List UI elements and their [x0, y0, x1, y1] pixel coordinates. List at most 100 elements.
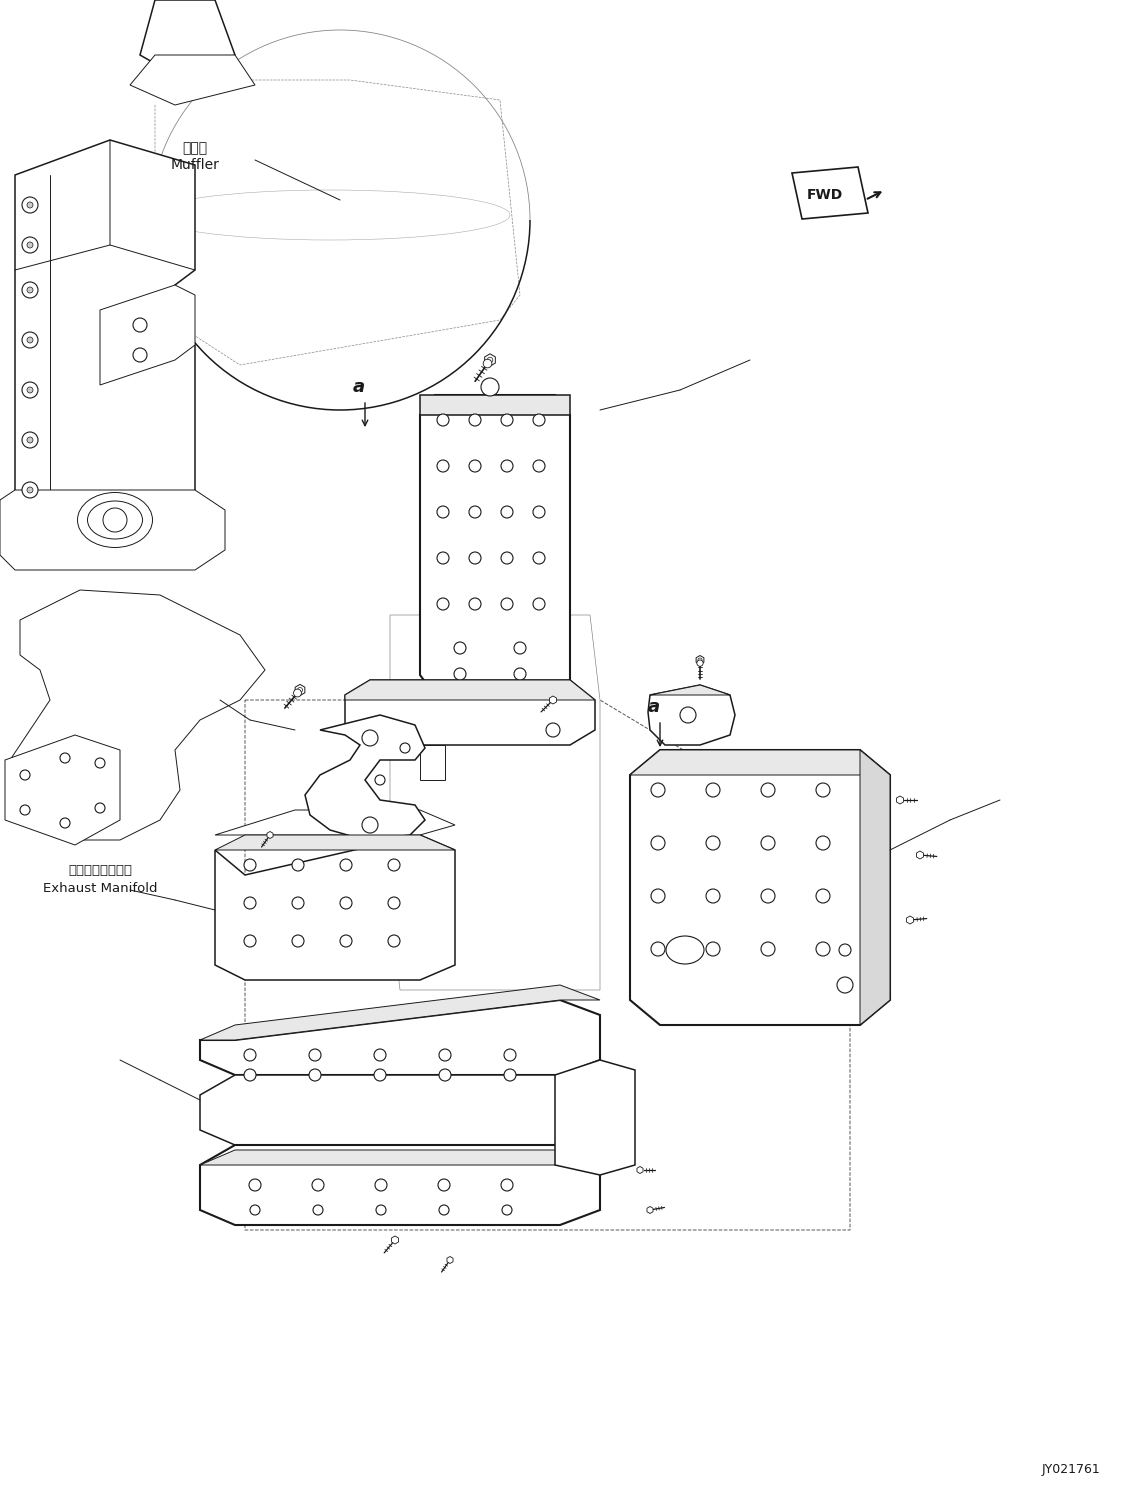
Text: Exhaust Manifold: Exhaust Manifold: [42, 881, 157, 895]
Ellipse shape: [666, 936, 704, 965]
Polygon shape: [650, 684, 730, 695]
Ellipse shape: [88, 501, 143, 540]
Circle shape: [60, 753, 70, 763]
Circle shape: [375, 1179, 387, 1191]
Circle shape: [375, 775, 385, 784]
Circle shape: [533, 552, 545, 564]
Circle shape: [761, 783, 775, 798]
Circle shape: [133, 347, 147, 362]
Polygon shape: [345, 680, 594, 699]
Circle shape: [133, 318, 147, 332]
Circle shape: [501, 461, 513, 473]
Circle shape: [761, 942, 775, 956]
Circle shape: [698, 658, 702, 662]
Circle shape: [469, 461, 482, 473]
Circle shape: [22, 432, 38, 447]
Polygon shape: [637, 1166, 644, 1173]
Polygon shape: [345, 680, 594, 746]
Circle shape: [487, 358, 493, 362]
Circle shape: [388, 898, 400, 910]
Circle shape: [469, 505, 482, 517]
Circle shape: [22, 482, 38, 498]
Polygon shape: [647, 1206, 653, 1214]
Polygon shape: [485, 353, 495, 367]
Circle shape: [27, 286, 33, 294]
Circle shape: [454, 668, 466, 680]
Circle shape: [680, 707, 696, 723]
Polygon shape: [696, 656, 704, 665]
Polygon shape: [215, 835, 455, 850]
Polygon shape: [200, 1150, 600, 1164]
Polygon shape: [15, 140, 195, 540]
Circle shape: [502, 1205, 512, 1215]
Circle shape: [706, 836, 720, 850]
Circle shape: [652, 783, 665, 798]
Circle shape: [374, 1050, 386, 1062]
Circle shape: [437, 505, 450, 517]
Circle shape: [22, 197, 38, 213]
Polygon shape: [305, 716, 424, 839]
Circle shape: [501, 552, 513, 564]
Circle shape: [95, 757, 105, 768]
Circle shape: [501, 598, 513, 610]
Circle shape: [816, 889, 830, 904]
Circle shape: [388, 935, 400, 947]
Text: a: a: [648, 698, 661, 716]
Circle shape: [244, 1069, 256, 1081]
Circle shape: [22, 237, 38, 253]
Polygon shape: [200, 1075, 600, 1145]
Circle shape: [761, 889, 775, 904]
Polygon shape: [630, 750, 890, 1024]
Circle shape: [504, 1069, 516, 1081]
Polygon shape: [140, 0, 235, 75]
Circle shape: [706, 889, 720, 904]
Circle shape: [816, 783, 830, 798]
Polygon shape: [648, 684, 735, 746]
Circle shape: [652, 836, 665, 850]
Polygon shape: [0, 491, 225, 570]
Circle shape: [388, 859, 400, 871]
Circle shape: [816, 836, 830, 850]
Polygon shape: [296, 684, 305, 696]
Circle shape: [439, 1205, 450, 1215]
Circle shape: [513, 643, 526, 655]
Circle shape: [469, 598, 482, 610]
Circle shape: [533, 598, 545, 610]
Circle shape: [501, 1179, 513, 1191]
Polygon shape: [860, 750, 890, 1024]
Circle shape: [501, 505, 513, 517]
Polygon shape: [792, 167, 868, 219]
Circle shape: [340, 859, 353, 871]
Circle shape: [27, 242, 33, 248]
Circle shape: [504, 1050, 516, 1062]
Circle shape: [244, 859, 256, 871]
Circle shape: [513, 668, 526, 680]
Circle shape: [249, 1179, 261, 1191]
Circle shape: [652, 942, 665, 956]
Polygon shape: [420, 395, 570, 695]
Polygon shape: [907, 915, 914, 924]
Polygon shape: [130, 55, 254, 104]
Polygon shape: [215, 835, 455, 980]
Circle shape: [27, 437, 33, 443]
Circle shape: [340, 935, 353, 947]
Text: 排気マニホールド: 排気マニホールド: [68, 863, 132, 877]
Polygon shape: [630, 750, 890, 775]
Polygon shape: [555, 1060, 636, 1175]
Text: Muffler: Muffler: [170, 158, 219, 171]
Polygon shape: [200, 1000, 600, 1075]
Circle shape: [22, 332, 38, 347]
Polygon shape: [5, 735, 120, 845]
Circle shape: [292, 935, 304, 947]
Circle shape: [816, 942, 830, 956]
Circle shape: [469, 552, 482, 564]
Circle shape: [60, 819, 70, 828]
Circle shape: [652, 889, 665, 904]
Circle shape: [244, 935, 256, 947]
Polygon shape: [420, 746, 445, 780]
Circle shape: [293, 689, 301, 696]
Circle shape: [362, 817, 378, 833]
Circle shape: [437, 461, 450, 473]
Circle shape: [706, 942, 720, 956]
Circle shape: [437, 552, 450, 564]
